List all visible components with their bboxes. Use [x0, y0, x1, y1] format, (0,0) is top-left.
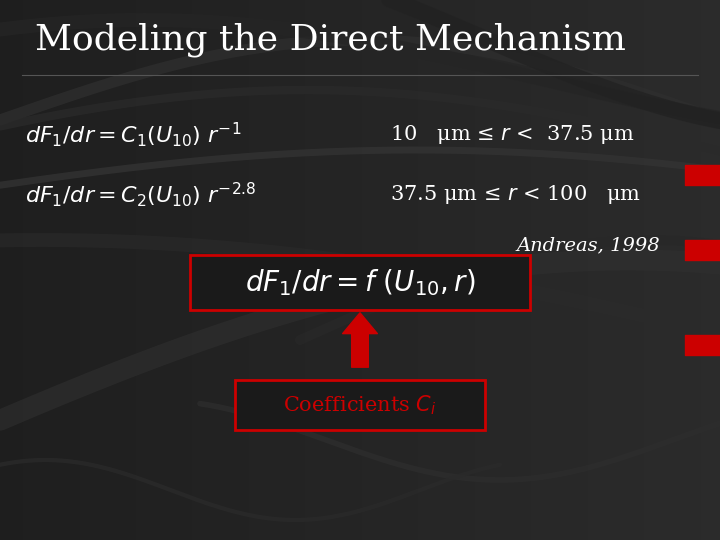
Text: Andreas, 1998: Andreas, 1998	[516, 236, 660, 254]
FancyArrowPatch shape	[343, 313, 377, 367]
Text: Modeling the Direct Mechanism: Modeling the Direct Mechanism	[35, 23, 626, 57]
Bar	[235, 380, 485, 430]
Text: $dF_1/dr = C_1(U_{10})\ r^{-1}$: $dF_1/dr = C_1(U_{10})\ r^{-1}$	[25, 120, 241, 150]
Text: $dF_1/dr = C_2(U_{10})\ r^{-2.8}$: $dF_1/dr = C_2(U_{10})\ r^{-2.8}$	[25, 180, 256, 210]
Bar	[190, 255, 530, 310]
Text: 10   μm ≤ $r$ <  37.5 μm: 10 μm ≤ $r$ < 37.5 μm	[390, 124, 634, 146]
Text: Coefficients $C_i$: Coefficients $C_i$	[283, 393, 437, 417]
Text: 37.5 μm ≤ $r$ < 100   μm: 37.5 μm ≤ $r$ < 100 μm	[390, 184, 641, 206]
Text: $dF_1/dr = f\ (U_{10}, r)$: $dF_1/dr = f\ (U_{10}, r)$	[245, 267, 475, 298]
